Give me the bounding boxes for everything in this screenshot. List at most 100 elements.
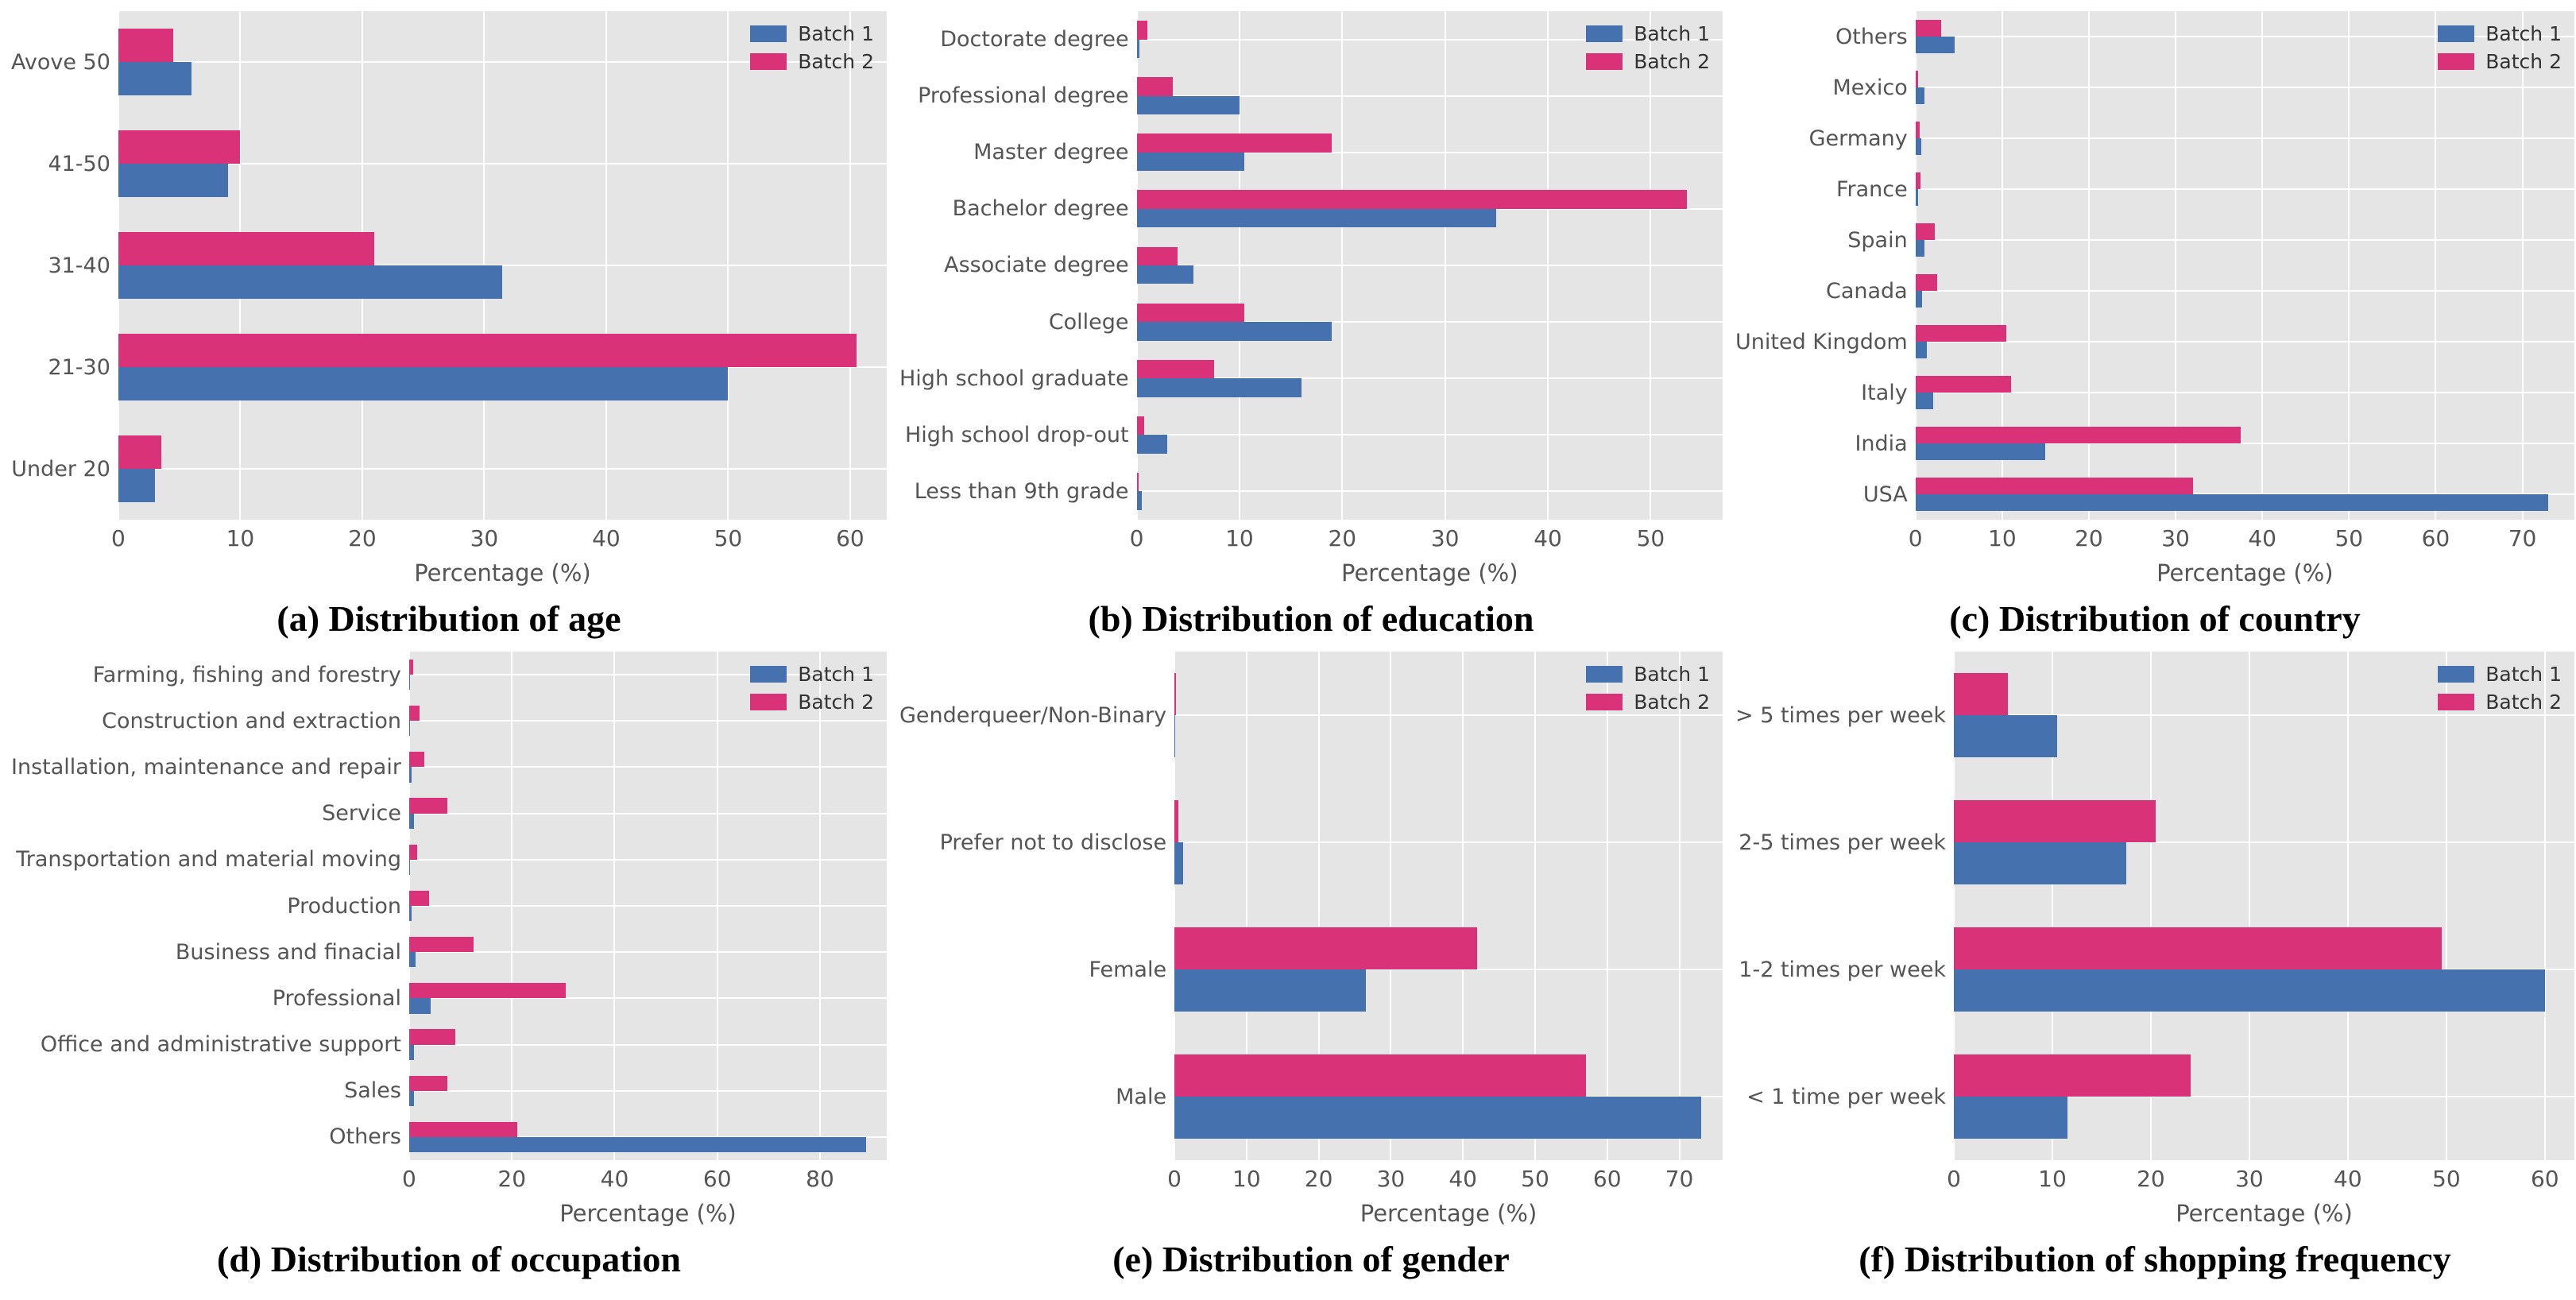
bar-group: [1174, 927, 1723, 1012]
x-axis-label: Percentage (%): [559, 1200, 737, 1227]
x-tick-label: 10: [1225, 525, 1254, 551]
bar-batch2: [1954, 800, 2156, 842]
bar-batch2: [1174, 673, 1177, 715]
gridline-vertical: [1534, 652, 1536, 1160]
bar-batch2: [1915, 121, 1920, 138]
bar-group: [118, 231, 887, 300]
x-tick-label: 10: [2038, 1166, 2067, 1192]
gridline-horizontal: [1136, 265, 1723, 266]
gridline-horizontal: [1136, 151, 1723, 153]
category-label: College: [1048, 309, 1129, 335]
bar-batch1: [408, 952, 416, 968]
y-axis-labels: Doctorate degree Professional degree Maste…: [899, 11, 1137, 520]
bar-group: [1174, 1054, 1723, 1139]
bar-batch1: [1136, 491, 1143, 510]
category-label: Transportation and material moving: [16, 847, 401, 872]
bar-group: [118, 435, 887, 503]
bar-batch1: [1915, 443, 2046, 461]
bar-batch1: [408, 998, 431, 1014]
bar-batch1: [1136, 435, 1168, 454]
bar-batch2: [408, 1121, 517, 1137]
gridline-horizontal: [408, 858, 887, 861]
gridline-horizontal: [1174, 842, 1723, 843]
bar-batch1: [408, 675, 410, 691]
bar-group: [1915, 19, 2574, 54]
category-label-slot: Spain: [1735, 215, 1907, 265]
bar-batch1: [1954, 714, 2058, 757]
gridline-horizontal: [408, 1043, 887, 1046]
category-label-slot: Mexico: [1735, 62, 1908, 113]
bar-batch2: [1174, 800, 1178, 842]
category-label: Under 20: [11, 456, 110, 482]
bar-group: [1915, 222, 2574, 257]
gridline-horizontal: [408, 766, 887, 768]
figure-caption: (b) Distribution of education: [1088, 598, 1534, 639]
gridline-vertical: [2348, 11, 2350, 520]
category-label-slot: Others: [11, 1114, 401, 1160]
legend: Batch 1 Batch 2: [750, 664, 874, 712]
category-label-slot: Installation, maintenance and repair: [11, 744, 401, 790]
category-label-slot: High school graduate: [899, 350, 1129, 407]
category-label: Associate degree: [944, 253, 1129, 278]
category-label-slot: United Kingdom: [1735, 316, 1908, 367]
gridline-horizontal: [1915, 443, 2574, 444]
x-tick-label: 40: [2334, 1166, 2362, 1192]
legend-swatch-batch2: [750, 694, 787, 710]
bar-batch2: [118, 28, 173, 62]
x-tick-label: 30: [2235, 1166, 2264, 1192]
bar-group: [1136, 416, 1723, 454]
category-label: Mexico: [1832, 75, 1908, 100]
legend: Batch 1 Batch 2: [2438, 24, 2562, 72]
x-axis-ticks: 0 10 20 30 40 50 60: [1947, 1160, 2574, 1197]
x-tick-label: 20: [2137, 1166, 2165, 1192]
category-label: Canada: [1825, 278, 1908, 304]
x-tick-label: 30: [470, 525, 499, 551]
legend-swatch-batch1: [2438, 666, 2475, 683]
legend-label: Batch 2: [798, 691, 874, 714]
category-label: High school graduate: [899, 366, 1129, 391]
cell-shopping-frequency: > 5 times per week 2-5 times per week 1-2 …: [1729, 652, 2576, 1300]
x-axis-label: Percentage (%): [414, 559, 591, 586]
gridline-vertical: [1915, 11, 1917, 520]
category-label-slot: Prefer not to disclose: [899, 779, 1166, 906]
gridline-horizontal: [1136, 95, 1723, 97]
gridline-vertical: [2087, 11, 2090, 520]
gridline-vertical: [2435, 11, 2437, 520]
figure-caption: (a) Distribution of age: [277, 598, 621, 639]
gridline-horizontal: [408, 812, 887, 814]
category-label: Female: [1089, 957, 1167, 982]
category-label-slot: 41-50: [11, 113, 110, 215]
x-tick-label: 50: [1521, 1166, 1549, 1192]
plot-area: Batch 1 Batch 2: [1915, 11, 2574, 520]
bar-batch1: [1174, 842, 1183, 884]
figure-caption: (e) Distribution of gender: [1112, 1239, 1510, 1279]
category-label-slot: Master degree: [899, 124, 1128, 180]
x-tick-label: 80: [806, 1166, 834, 1192]
legend-item: Batch 2: [750, 692, 874, 712]
bar-group: [1954, 800, 2574, 884]
gridline-vertical: [1954, 652, 1955, 1160]
cell-country: Others Mexico Germany France Spain Canada Unit…: [1729, 11, 2576, 652]
category-label-slot: Under 20: [11, 418, 110, 520]
category-label-slot: Business and finacial: [11, 929, 401, 975]
gridline-horizontal: [1174, 714, 1723, 716]
bar-batch1: [408, 905, 412, 922]
gridline-horizontal: [1915, 36, 2574, 37]
legend-item: Batch 1: [2438, 664, 2562, 684]
category-label: United Kingdom: [1735, 329, 1908, 354]
bar-batch2: [1915, 426, 2241, 443]
bar-batch1: [118, 468, 155, 503]
x-axis-ticks: 0 10 20 30 40 50 60: [111, 520, 887, 556]
bar-group: [1915, 121, 2574, 156]
bar-batch1: [118, 61, 192, 96]
bar-batch1: [1136, 208, 1497, 228]
category-label: Business and finacial: [175, 939, 401, 965]
legend-item: Batch 1: [2438, 24, 2562, 44]
bar-batch2: [408, 752, 425, 768]
gridline-vertical: [1606, 652, 1608, 1160]
bar-group: [118, 130, 887, 198]
legend-swatch-batch1: [2438, 25, 2475, 42]
category-label: 21-30: [48, 354, 110, 380]
gridline-horizontal: [1954, 714, 2574, 716]
